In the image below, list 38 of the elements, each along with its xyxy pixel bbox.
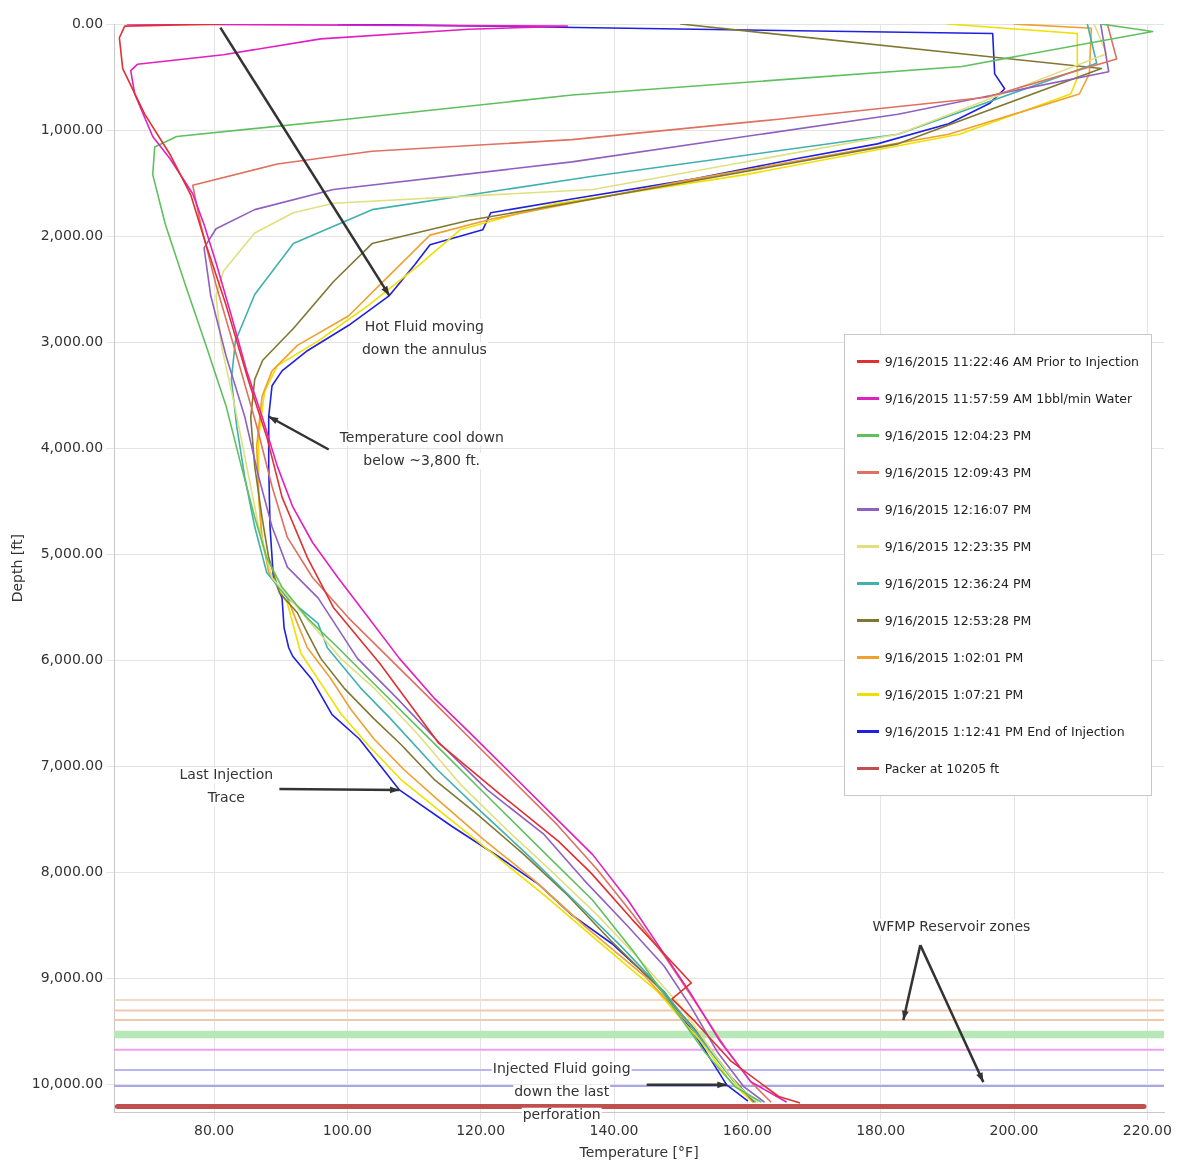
x-tick-label: 140.00 [589, 1122, 639, 1139]
legend-label: 9/16/2015 1:02:01 PM [884, 650, 1024, 666]
y-tick-label: 7,000.00 [40, 757, 104, 774]
legend-label: 9/16/2015 1:07:21 PM [884, 687, 1024, 703]
x-axis-title: Temperature [°F] [578, 1144, 699, 1161]
legend-label: 9/16/2015 11:22:46 AM Prior to Injection [884, 354, 1139, 370]
legend-label: 9/16/2015 12:16:07 PM [884, 502, 1032, 518]
y-tick-label: 3,000.00 [40, 332, 104, 349]
y-tick-label: 0.00 [71, 14, 104, 31]
x-tick-label: 180.00 [856, 1122, 906, 1139]
x-tick-label: 200.00 [989, 1122, 1039, 1139]
x-tick-label: 80.00 [194, 1122, 235, 1139]
y-tick-label: 8,000.00 [40, 863, 104, 880]
legend-label: 9/16/2015 1:12:41 PM End of Injection [884, 724, 1125, 740]
annotation: WFMP Reservoir zones [872, 917, 1031, 934]
legend-label: Packer at 10205 ft [884, 761, 1000, 777]
y-tick-label: 9,000.00 [40, 969, 104, 986]
annotation: Injected Fluid going down the last perforation [492, 1060, 631, 1123]
y-tick-label: 6,000.00 [40, 651, 104, 668]
x-tick-label: 100.00 [322, 1122, 372, 1139]
legend-label: 9/16/2015 12:09:43 PM [884, 465, 1032, 481]
y-tick-label: 1,000.00 [40, 120, 104, 137]
legend-label: 9/16/2015 11:57:59 AM 1bbl/min Water [884, 391, 1133, 407]
y-tick-label: 10,000.00 [31, 1075, 104, 1092]
x-tick-label: 160.00 [722, 1122, 772, 1139]
legend-label: 9/16/2015 12:23:35 PM [884, 539, 1032, 555]
x-tick-label: 220.00 [1122, 1122, 1172, 1139]
legend-label: 9/16/2015 12:53:28 PM [884, 613, 1032, 629]
y-axis-title: Depth [ft] [9, 534, 26, 603]
x-tick-label: 120.00 [456, 1122, 506, 1139]
annotation: Last Injection Trace [179, 766, 274, 806]
annotation: Temperature cool down below ~3,800 ft. [338, 428, 504, 468]
legend-label: 9/16/2015 12:36:24 PM [884, 576, 1032, 592]
y-tick-label: 5,000.00 [40, 545, 104, 562]
annotation: Hot Fluid moving down the annulus [361, 317, 487, 357]
y-tick-label: 4,000.00 [40, 438, 104, 455]
y-tick-label: 2,000.00 [40, 226, 104, 243]
legend-label: 9/16/2015 12:04:23 PM [884, 428, 1032, 444]
